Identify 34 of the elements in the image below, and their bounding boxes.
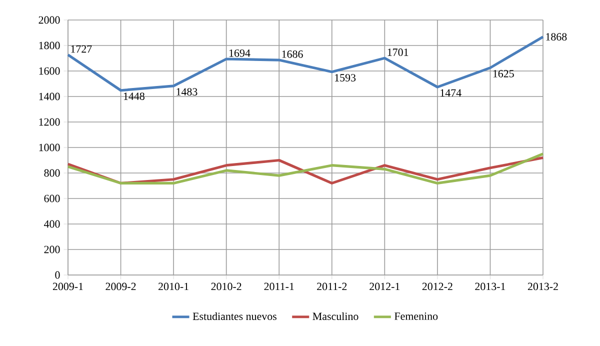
data-label: 1868 (546, 33, 567, 41)
x-tick-label: 2011-2 (317, 282, 347, 290)
data-label: 1593 (335, 74, 356, 82)
data-label: 1448 (124, 92, 144, 100)
data-label: 1474 (440, 89, 462, 96)
data-label: 1701 (388, 48, 408, 56)
y-tick-label: 1200 (39, 118, 60, 126)
legend-label: Masculino (312, 312, 358, 320)
y-tick-label: 1000 (39, 144, 60, 152)
data-label: 1686 (282, 50, 303, 58)
data-label: 1483 (176, 88, 198, 96)
y-tick-label: 200 (44, 246, 60, 254)
legend-label: Femenino (394, 312, 438, 320)
y-tick-label: 0 (55, 271, 60, 279)
x-tick-label: 2010-2 (211, 282, 242, 290)
y-tick-label: 1400 (39, 92, 60, 100)
y-tick-label: 2000 (38, 16, 60, 24)
y-tick-label: 1800 (39, 42, 60, 50)
x-tick-label: 2011-1 (264, 282, 294, 290)
legend-label: Estudiantes nuevos (192, 312, 276, 320)
y-tick-label: 400 (44, 220, 60, 228)
data-label: 1727 (71, 45, 92, 53)
data-label: 1694 (229, 49, 250, 57)
x-tick-label: 2012-1 (370, 282, 400, 290)
data-label: 1625 (493, 70, 514, 78)
x-tick-label: 2010-1 (158, 282, 188, 290)
y-tick-label: 1600 (39, 67, 60, 75)
x-tick-label: 2009-1 (52, 282, 83, 290)
x-tick-label: 2013-2 (528, 282, 558, 290)
x-tick-label: 2013-1 (475, 282, 506, 290)
x-tick-label: 2009-2 (106, 282, 136, 290)
y-tick-label: 800 (44, 169, 60, 177)
y-tick-label: 600 (44, 194, 60, 202)
x-tick-label: 2012-2 (422, 282, 452, 290)
